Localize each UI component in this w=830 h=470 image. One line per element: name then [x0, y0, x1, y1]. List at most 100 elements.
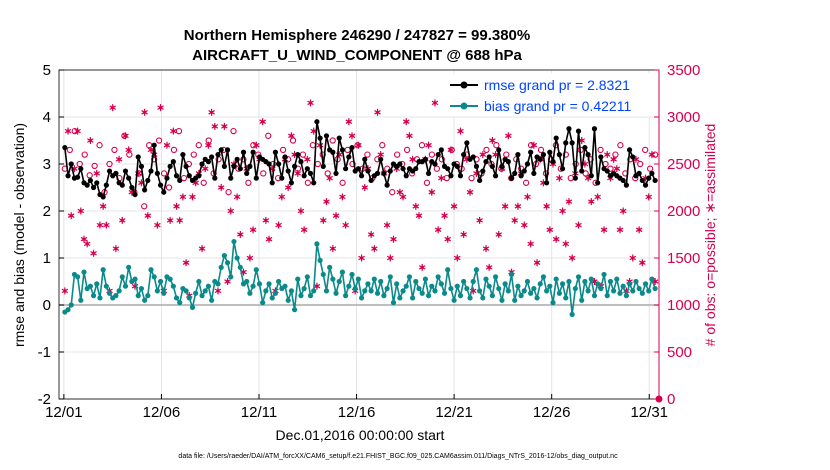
- obs-assimilated-center: [375, 110, 380, 114]
- bias-point: [575, 274, 582, 280]
- obs-assimilated-center: [238, 232, 242, 237]
- rmse-point: [215, 152, 221, 158]
- bias-point: [563, 295, 569, 301]
- obs-assimilated-center: [340, 195, 345, 199]
- obs-assimilated-marker: [409, 155, 416, 163]
- rmse-point: [524, 161, 531, 167]
- obs-assimilated-center: [363, 185, 367, 190]
- bias-point: [250, 283, 256, 289]
- bias-point: [486, 283, 492, 289]
- obs-assimilated-marker: [489, 137, 496, 144]
- rmse-point: [556, 152, 562, 158]
- obs-assimilated-center: [79, 209, 83, 213]
- bias-point: [314, 241, 320, 247]
- bias-point: [87, 283, 93, 289]
- legend: rmse grand pr = 2.8321 bias grand pr = 0…: [445, 73, 655, 117]
- rmse-point: [323, 133, 330, 139]
- rmse-point: [591, 126, 598, 132]
- bias-point: [633, 278, 639, 285]
- obs-possible-marker: [289, 137, 297, 144]
- obs-assimilated-center: [567, 200, 571, 204]
- bias-point: [122, 283, 129, 289]
- obs-assimilated-center: [401, 195, 405, 199]
- rmse-point: [180, 152, 186, 158]
- rmse-point: [167, 163, 173, 169]
- rmse-point: [231, 163, 237, 169]
- obs-assimilated-marker: [556, 174, 563, 182]
- obs-assimilated-marker: [505, 132, 512, 140]
- bias-point: [320, 271, 326, 278]
- obs-assimilated-center: [69, 214, 73, 218]
- obs-assimilated-center: [331, 247, 335, 251]
- obs-assimilated-center: [618, 228, 622, 232]
- bias-point: [260, 300, 266, 306]
- obs-assimilated-center: [267, 237, 271, 241]
- obs-assimilated-center: [452, 204, 456, 208]
- rmse-point: [266, 161, 272, 167]
- bias-point: [362, 288, 368, 294]
- rmse-point: [384, 182, 390, 188]
- rmse-point: [387, 168, 393, 174]
- rmse-point: [87, 177, 93, 184]
- rmse-point: [247, 163, 253, 169]
- obs-assimilated-marker: [144, 212, 152, 220]
- obs-possible-marker: [279, 146, 287, 154]
- obs-possible-marker: [81, 151, 88, 158]
- obs-possible-marker: [141, 203, 148, 210]
- obs-assimilated-center: [634, 157, 638, 161]
- bias-point: [269, 295, 275, 301]
- rmse-point: [224, 147, 231, 153]
- y-tick-label: 3: [43, 156, 51, 173]
- rmse-point: [240, 149, 247, 155]
- legend-bias-marker: [460, 102, 468, 110]
- obs-assimilated-marker: [635, 226, 643, 234]
- rmse-point: [209, 154, 215, 160]
- obs-assimilated-center: [560, 209, 565, 213]
- obs-assimilated-center: [478, 218, 482, 222]
- obs-assimilated-marker: [189, 193, 196, 201]
- bias-point: [477, 288, 483, 294]
- x-tick-label: 12/16: [338, 404, 376, 421]
- rmse-point: [400, 166, 406, 172]
- y-tick-label: 1: [43, 250, 51, 267]
- obs-assimilated-marker: [278, 193, 286, 201]
- obs-assimilated-center: [111, 106, 115, 110]
- bias-point: [75, 274, 81, 280]
- obs-assimilated-center: [359, 256, 364, 260]
- bias-point: [106, 290, 113, 296]
- obs-assimilated-marker: [217, 184, 225, 191]
- bias-point: [601, 271, 607, 278]
- rmse-point: [623, 182, 629, 188]
- bias-point: [138, 285, 145, 292]
- obs-assimilated-marker: [297, 207, 305, 215]
- obs-assimilated-center: [557, 176, 561, 180]
- bias-point: [256, 281, 263, 287]
- rmse-point: [311, 180, 317, 186]
- obs-assimilated-marker: [163, 141, 171, 149]
- rmse-point: [186, 173, 192, 179]
- obs-assimilated-marker: [284, 184, 292, 191]
- rmse-point: [84, 182, 90, 188]
- rmse-point: [295, 152, 301, 158]
- obs-assimilated-marker: [546, 226, 554, 234]
- bias-point: [189, 304, 196, 310]
- obs-assimilated-marker: [122, 132, 129, 140]
- obs-possible-marker: [245, 179, 252, 186]
- obs-assimilated-marker: [530, 141, 538, 149]
- rmse-point: [157, 182, 164, 188]
- obs-possible-marker: [106, 160, 113, 168]
- rmse-point: [582, 144, 588, 151]
- bias-point: [547, 283, 553, 289]
- obs-assimilated-marker: [252, 141, 260, 149]
- obs-assimilated-center: [385, 223, 389, 227]
- rmse-point: [161, 189, 167, 195]
- y-right-tick-label: 500: [667, 344, 692, 361]
- rmse-point: [559, 166, 566, 172]
- obs-assimilated-center: [66, 129, 70, 133]
- bias-point: [508, 271, 515, 278]
- obs-assimilated-center: [324, 200, 329, 204]
- bias-point: [470, 278, 476, 285]
- obs-assimilated-marker: [300, 226, 308, 234]
- obs-possible-marker: [160, 170, 168, 177]
- rmse-point: [483, 159, 489, 165]
